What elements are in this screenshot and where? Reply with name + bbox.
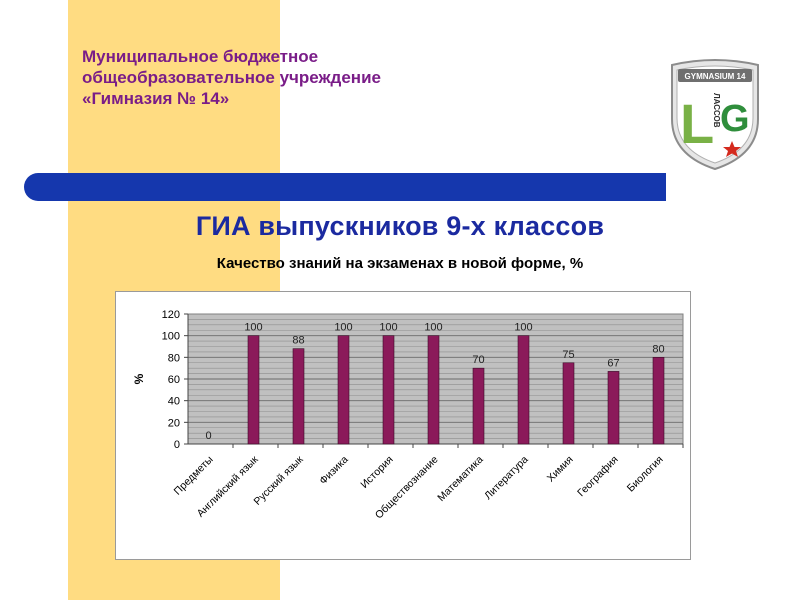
y-tick-label: 60 bbox=[168, 374, 180, 386]
data-label: 88 bbox=[292, 335, 304, 347]
data-label: 100 bbox=[424, 322, 442, 334]
y-tick-label: 80 bbox=[168, 352, 180, 364]
data-label: 67 bbox=[607, 357, 619, 369]
side-margin bbox=[0, 0, 68, 600]
data-label: 80 bbox=[652, 343, 664, 355]
x-tick-label: Литература bbox=[482, 454, 531, 503]
star-icon bbox=[723, 141, 741, 157]
y-tick-label: 100 bbox=[162, 331, 180, 343]
y-axis-label: % bbox=[132, 373, 146, 384]
bar bbox=[292, 348, 305, 445]
organization-name: Муниципальное бюджетное общеобразователь… bbox=[82, 46, 381, 109]
logo-banner: GYMNASIUM 14 bbox=[685, 72, 746, 81]
data-label: 70 bbox=[472, 354, 484, 366]
bar bbox=[382, 335, 395, 445]
x-tick-label: География bbox=[575, 454, 621, 500]
data-label: 75 bbox=[562, 349, 574, 361]
y-tick-label: 0 bbox=[174, 439, 180, 451]
title-divider-bar bbox=[24, 173, 666, 201]
x-tick-label: Физика bbox=[317, 454, 350, 487]
y-tick-label: 120 bbox=[162, 309, 180, 321]
org-line-2: общеобразовательное учреждение bbox=[82, 68, 381, 87]
data-label: 100 bbox=[379, 322, 397, 334]
data-label: 100 bbox=[244, 322, 262, 334]
bar bbox=[427, 335, 440, 445]
bar-chart: 0 20 40 60 80 100 120% 0 Предметы 100 Английский я… bbox=[115, 291, 691, 560]
x-tick-label: Химия bbox=[545, 454, 576, 485]
bar bbox=[247, 335, 260, 445]
y-tick-label: 40 bbox=[168, 396, 180, 408]
bar bbox=[562, 362, 575, 445]
logo-right-letter: G bbox=[720, 98, 750, 140]
bar bbox=[337, 335, 350, 445]
logo-left-letter: L bbox=[680, 92, 714, 155]
x-tick-label: История bbox=[358, 454, 395, 491]
chart-subtitle: Качество знаний на экзаменах в новой фор… bbox=[216, 255, 584, 272]
x-tick-label: Биология bbox=[625, 454, 666, 495]
bar bbox=[517, 335, 530, 445]
y-tick-label: 20 bbox=[168, 417, 180, 429]
page-title: ГИА выпускников 9-х классов bbox=[195, 211, 605, 241]
data-label: 0 bbox=[205, 430, 211, 442]
x-tick-label: Предметы bbox=[172, 454, 216, 498]
gymnasium-logo: GYMNASIUM 14 L ЛАССОВ G bbox=[671, 59, 759, 171]
data-label: 100 bbox=[334, 322, 352, 334]
logo-side-text: ЛАССОВ bbox=[712, 93, 721, 128]
org-line-1: Муниципальное бюджетное bbox=[82, 47, 319, 66]
x-tick-label: Математика bbox=[435, 454, 485, 504]
bar bbox=[472, 367, 485, 445]
data-label: 100 bbox=[514, 322, 532, 334]
bar bbox=[607, 371, 620, 445]
bar bbox=[652, 357, 665, 445]
org-line-3: «Гимназия № 14» bbox=[82, 89, 230, 108]
